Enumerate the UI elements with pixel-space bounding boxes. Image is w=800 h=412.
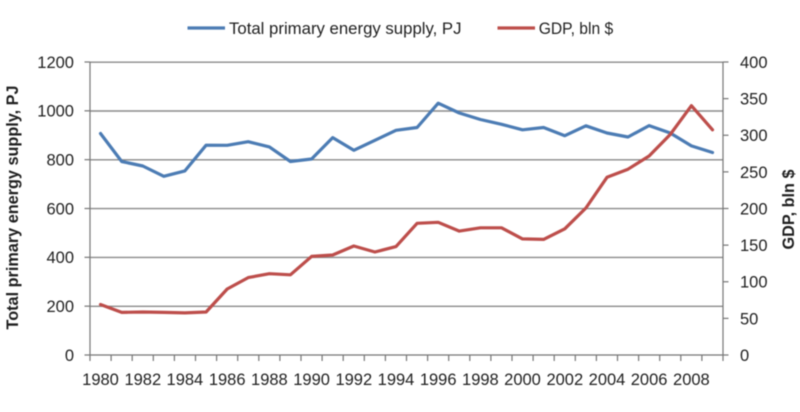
svg-text:0: 0: [65, 347, 74, 365]
svg-text:200: 200: [740, 200, 768, 218]
svg-text:250: 250: [740, 164, 768, 182]
svg-text:1994: 1994: [378, 371, 415, 389]
svg-text:GDP, bln $: GDP, bln $: [780, 170, 798, 250]
svg-text:Total primary energy supply, P: Total primary energy supply, PJ: [4, 86, 22, 330]
svg-text:Total primary energy supply, P: Total primary energy supply, PJ: [229, 20, 462, 38]
svg-text:2006: 2006: [631, 371, 668, 389]
svg-text:50: 50: [740, 310, 758, 328]
svg-text:150: 150: [740, 237, 768, 255]
svg-text:300: 300: [740, 127, 768, 145]
svg-text:1980: 1980: [82, 371, 119, 389]
svg-text:1984: 1984: [167, 371, 204, 389]
svg-text:0: 0: [740, 347, 749, 365]
svg-text:2000: 2000: [504, 371, 541, 389]
svg-text:200: 200: [46, 298, 74, 316]
svg-text:100: 100: [740, 274, 768, 292]
svg-text:800: 800: [46, 152, 74, 170]
svg-text:GDP, bln $: GDP, bln $: [539, 20, 614, 38]
svg-text:2008: 2008: [673, 371, 710, 389]
svg-text:1986: 1986: [209, 371, 246, 389]
svg-text:1200: 1200: [37, 54, 74, 72]
svg-text:400: 400: [740, 54, 768, 72]
svg-text:400: 400: [46, 249, 74, 267]
svg-text:350: 350: [740, 91, 768, 109]
svg-text:1982: 1982: [124, 371, 161, 389]
svg-text:1990: 1990: [293, 371, 330, 389]
svg-text:2004: 2004: [589, 371, 626, 389]
svg-text:1998: 1998: [462, 371, 499, 389]
svg-text:1992: 1992: [335, 371, 372, 389]
svg-text:1996: 1996: [420, 371, 457, 389]
svg-text:1000: 1000: [37, 103, 74, 121]
svg-text:1988: 1988: [251, 371, 288, 389]
svg-text:2002: 2002: [546, 371, 583, 389]
svg-text:600: 600: [46, 200, 74, 218]
